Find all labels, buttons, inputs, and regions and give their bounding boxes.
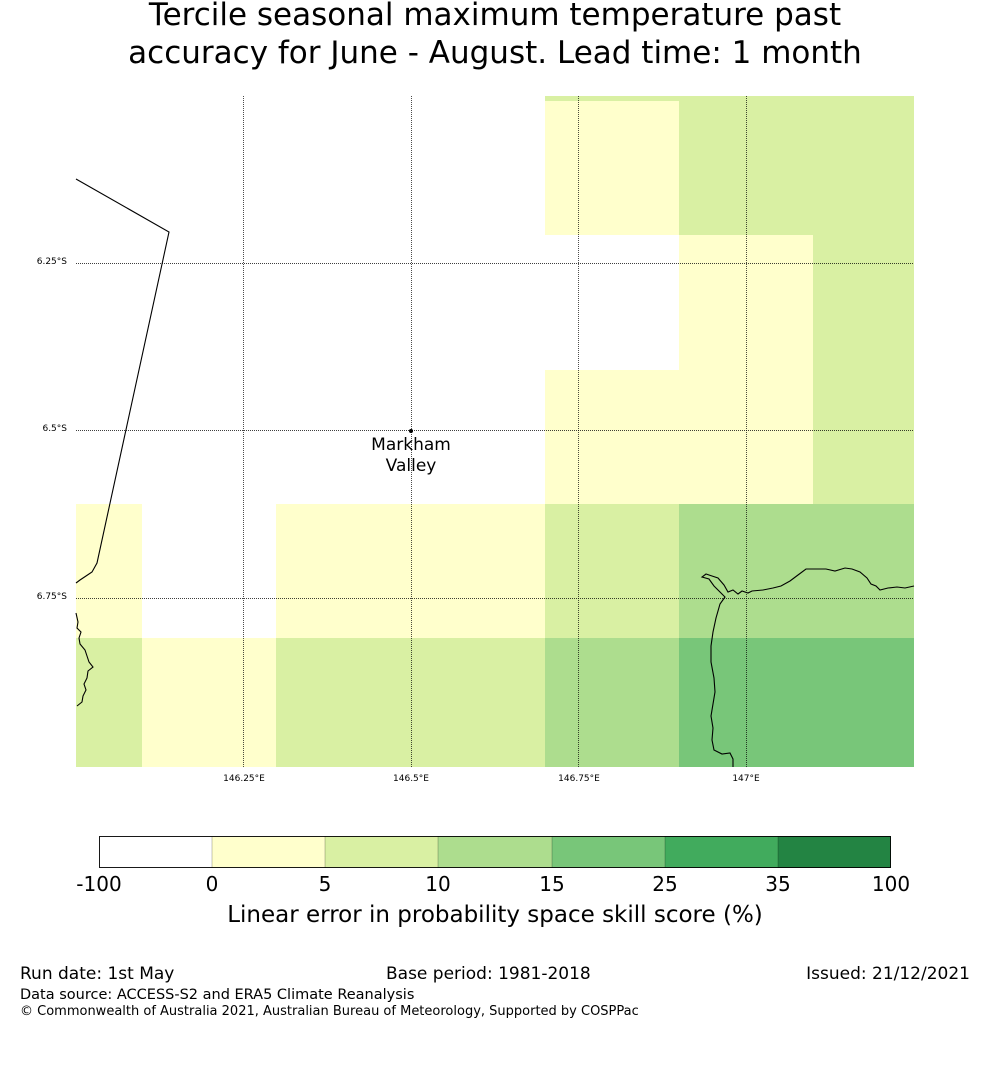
grid-cell xyxy=(76,504,142,638)
grid-cell xyxy=(142,638,276,767)
colorbar-segment xyxy=(778,836,891,868)
colorbar-label: Linear error in probability space skill … xyxy=(227,902,763,928)
colorbar-tick: 25 xyxy=(652,872,678,896)
grid-cell xyxy=(813,235,914,370)
base-period: Base period: 1981-2018 xyxy=(386,964,591,984)
lon-label: 147°E xyxy=(732,774,760,784)
lat-label: 6.5°S xyxy=(42,424,67,434)
colorbar-segment xyxy=(325,836,438,868)
place-label-line-2: Valley xyxy=(385,456,437,476)
place-label-line-1: Markham xyxy=(371,435,451,455)
title-line-1: Tercile seasonal maximum temperature pas… xyxy=(148,0,842,33)
data-source: Data source: ACCESS-S2 and ERA5 Climate … xyxy=(20,987,415,1003)
colorbar-segment xyxy=(665,836,778,868)
place-marker xyxy=(409,429,413,433)
grid-cell xyxy=(76,638,142,767)
grid-cell xyxy=(545,96,679,235)
colorbar-tick: 0 xyxy=(205,872,219,896)
lon-label: 146.75°E xyxy=(558,774,600,784)
grid-cell xyxy=(679,504,914,638)
issued-date: Issued: 21/12/2021 xyxy=(806,964,970,984)
colorbar-outline xyxy=(99,836,891,868)
colorbar-tick: 100 xyxy=(871,872,911,896)
colorbar-segment xyxy=(552,836,665,868)
coastlines xyxy=(75,178,915,767)
map-title: Tercile seasonal maximum temperature pas… xyxy=(0,0,990,72)
grid-cell xyxy=(813,370,914,504)
graticule xyxy=(76,96,914,767)
lon-label: 146.5°E xyxy=(393,774,429,784)
copyright: © Commonwealth of Australia 2021, Austra… xyxy=(20,1004,639,1019)
lat-label: 6.25°S xyxy=(36,257,67,267)
grid-cell xyxy=(276,504,545,638)
colorbar xyxy=(99,836,891,868)
colorbar-tick: 35 xyxy=(765,872,791,896)
grid-cell xyxy=(545,370,813,504)
coastline-west xyxy=(75,612,94,707)
grid-cell xyxy=(545,96,914,101)
grid-cell xyxy=(545,638,679,767)
title-line-2: accuracy for June - August. Lead time: 1… xyxy=(128,35,862,71)
grid-cell xyxy=(545,504,679,638)
colorbar-tick: -100 xyxy=(76,872,122,896)
lat-label: 6.75°S xyxy=(36,592,67,602)
colorbar-tick: 5 xyxy=(318,872,332,896)
lon-label: 146.25°E xyxy=(223,774,265,784)
grid-cell xyxy=(679,638,914,767)
colorbar-tick: 15 xyxy=(539,872,565,896)
run-date: Run date: 1st May xyxy=(20,964,175,984)
grid-cell xyxy=(276,638,545,767)
grid-cell xyxy=(679,235,813,370)
grid-cell xyxy=(679,96,914,235)
colorbar-segment xyxy=(438,836,552,868)
border-line xyxy=(75,178,170,584)
place-label: Markham Valley xyxy=(351,435,471,477)
colorbar-segment xyxy=(99,836,212,868)
coastline-east xyxy=(700,567,915,767)
colorbar-segment xyxy=(212,836,325,868)
skill-grid xyxy=(76,96,914,767)
colorbar-tick: 10 xyxy=(425,872,451,896)
